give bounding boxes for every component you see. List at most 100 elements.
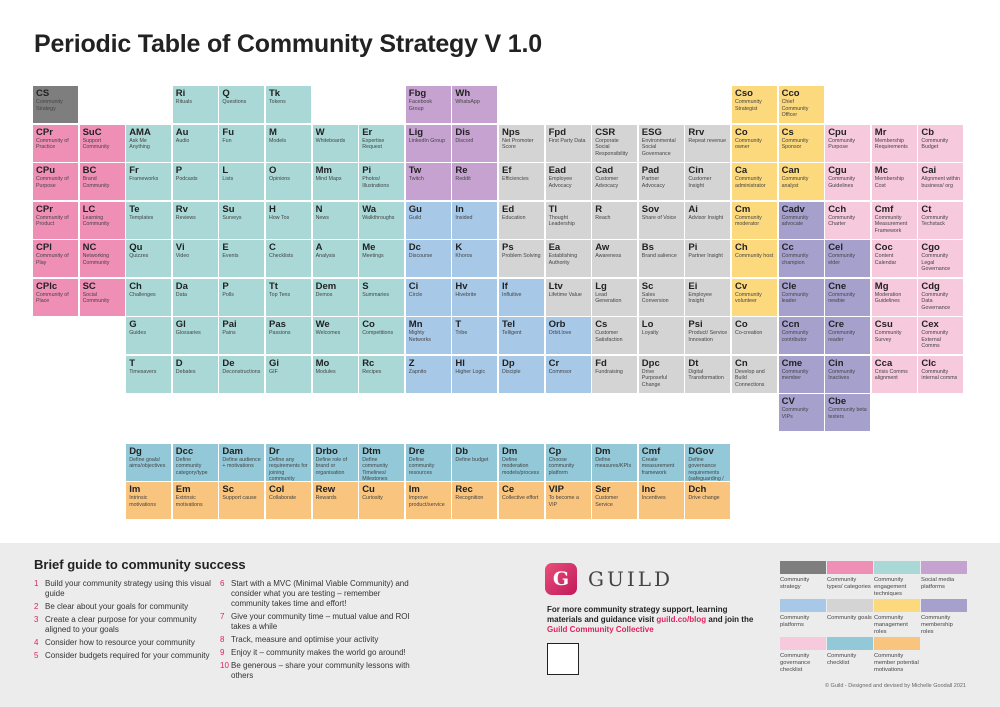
element-cell[interactable]: Me Meetings [359, 240, 406, 278]
element-cell[interactable]: Lo Loyalty [638, 317, 685, 355]
element-cell[interactable]: Dcc Define community category/type [172, 443, 219, 482]
element-cell[interactable]: Cgo Community Legal Governance [918, 240, 965, 278]
element-cell[interactable]: DGov Define governance requirements (safe… [685, 443, 732, 482]
element-cell[interactable]: LC Learning Community [79, 201, 126, 240]
element-cell[interactable]: L Lists [219, 163, 266, 201]
element-cell[interactable]: C Checklists [266, 240, 312, 278]
element-cell[interactable]: Col Collaborate [266, 482, 312, 520]
element-cell[interactable]: CPu Community of Purpose [33, 163, 79, 201]
element-cell[interactable]: Au Audio [172, 124, 219, 163]
element-cell[interactable]: E Events [219, 240, 266, 278]
element-cell[interactable]: Ltv Lifetime Value [545, 278, 592, 317]
element-cell[interactable]: Sc Support cause [219, 482, 266, 520]
element-cell[interactable]: Em Extrinsic motivations [172, 482, 219, 520]
element-cell[interactable]: Pi Partner Insight [685, 240, 732, 278]
element-cell[interactable]: Cs Community Sponsor [778, 124, 825, 163]
element-cell[interactable]: Sc Sales Conversion [638, 278, 685, 317]
element-cell[interactable]: Ce Collective effort [499, 482, 545, 520]
element-cell[interactable]: Tl Thought Leadership [545, 201, 592, 240]
element-cell[interactable]: Rew Rewards [312, 482, 359, 520]
element-cell[interactable]: Ct Community Techstack [918, 201, 965, 240]
element-cell[interactable]: Q Questions [219, 86, 266, 124]
element-cell[interactable]: Ccn Community contributor [778, 317, 825, 355]
element-cell[interactable]: Rv Reviews [172, 201, 219, 240]
element-cell[interactable]: Vi Video [172, 240, 219, 278]
element-cell[interactable]: Rc Recipes [359, 355, 406, 394]
element-cell[interactable]: Pas Passions [266, 317, 312, 355]
element-cell[interactable]: Cle Community leader [778, 278, 825, 317]
element-cell[interactable]: Cc Community champion [778, 240, 825, 278]
element-cell[interactable]: Cr Commsor [545, 355, 592, 394]
element-cell[interactable]: CIc Community internal comms [918, 355, 965, 394]
element-cell[interactable]: Cca Crisis Comms alignment [871, 355, 918, 394]
element-cell[interactable]: Ps Problem Solving [499, 240, 545, 278]
element-cell[interactable]: Mg Moderation Guidelines [871, 278, 918, 317]
element-cell[interactable]: Dm Define measures/KPIs [592, 443, 639, 482]
element-cell[interactable]: Cs Customer Satisfaction [592, 317, 639, 355]
element-cell[interactable]: We Welcomes [312, 317, 359, 355]
element-cell[interactable]: SuC Support Community [79, 124, 126, 163]
element-cell[interactable]: Cdg Community Data Governance [918, 278, 965, 317]
element-cell[interactable]: Ca Community administrator [732, 163, 778, 201]
element-cell[interactable]: H How Tos [266, 201, 312, 240]
element-cell[interactable]: Dg Define goals/ aims/objectives [126, 443, 173, 482]
element-cell[interactable]: Csu Community Survey [871, 317, 918, 355]
element-cell[interactable]: Nps Net Promoter Score [499, 124, 545, 163]
element-cell[interactable]: CS Community Strategy [33, 86, 79, 124]
element-cell[interactable]: Cai Alignment within business/ org [918, 163, 965, 201]
element-cell[interactable]: Fbg Facebook Group [405, 86, 452, 124]
element-cell[interactable]: Ai Advisor Insight [685, 201, 732, 240]
element-cell[interactable]: R Reach [592, 201, 639, 240]
element-cell[interactable]: De Deconstructions [219, 355, 266, 394]
element-cell[interactable]: Cad Customer Advocacy [592, 163, 639, 201]
element-cell[interactable]: Su Surveys [219, 201, 266, 240]
element-cell[interactable]: Im Improve product/service [405, 482, 452, 520]
element-cell[interactable]: Dm Define moderation models/process [499, 443, 545, 482]
element-cell[interactable]: W Whiteboards [312, 124, 359, 163]
element-cell[interactable]: Qu Quizzes [126, 240, 173, 278]
element-cell[interactable]: Cb Community Budget [918, 124, 965, 163]
element-cell[interactable]: Cn Develop and Build Connections [732, 355, 778, 394]
element-cell[interactable]: Ri Rituals [172, 86, 219, 124]
element-cell[interactable]: A Analysis [312, 240, 359, 278]
element-cell[interactable]: Dem Demos [312, 278, 359, 317]
element-cell[interactable]: Psi Product/ Service Innovation [685, 317, 732, 355]
element-cell[interactable]: Er Expertise Request [359, 124, 406, 163]
element-cell[interactable]: Orb Orbit.love [545, 317, 592, 355]
element-cell[interactable]: Pai Pains [219, 317, 266, 355]
element-cell[interactable]: Ead Employee Advocacy [545, 163, 592, 201]
element-cell[interactable]: Ch Challenges [126, 278, 173, 317]
element-cell[interactable]: Sov Share of Voice [638, 201, 685, 240]
element-cell[interactable]: Tt Top Tens [266, 278, 312, 317]
element-cell[interactable]: Cre Community reader [825, 317, 872, 355]
element-cell[interactable]: Dp Disciple [499, 355, 545, 394]
element-cell[interactable]: Fu Fun [219, 124, 266, 163]
element-cell[interactable]: K Khoros [452, 240, 499, 278]
element-cell[interactable]: Cso Community Strategist [732, 86, 778, 124]
element-cell[interactable]: T Tribe [452, 317, 499, 355]
element-cell[interactable]: CPr Community of Practice [33, 124, 79, 163]
element-cell[interactable]: Mo Modules [312, 355, 359, 394]
element-cell[interactable]: Inc Incentives [638, 482, 685, 520]
element-cell[interactable]: Gl Glossaries [172, 317, 219, 355]
element-cell[interactable]: Cv Community volunteer [732, 278, 778, 317]
qr-code-icon[interactable] [547, 643, 579, 675]
element-cell[interactable]: Bs Brand salience [638, 240, 685, 278]
element-cell[interactable]: Co Co-creation [732, 317, 778, 355]
element-cell[interactable]: Dpc Drive Purposeful Change [638, 355, 685, 394]
element-cell[interactable]: G Guides [126, 317, 173, 355]
element-cell[interactable]: Cch Community Charter [825, 201, 872, 240]
element-cell[interactable]: Cel Community elder [825, 240, 872, 278]
element-cell[interactable]: Cco Chief Community Officer [778, 86, 825, 124]
element-cell[interactable]: D Debates [172, 355, 219, 394]
element-cell[interactable]: Hl Higher Logic [452, 355, 499, 394]
element-cell[interactable]: CSR Corporate Social Responsibility [592, 124, 639, 163]
element-cell[interactable]: CPr Community of Product [33, 201, 79, 240]
element-cell[interactable]: Ed Education [499, 201, 545, 240]
element-cell[interactable]: Co Competitions [359, 317, 406, 355]
element-cell[interactable]: Hv Hivebrite [452, 278, 499, 317]
element-cell[interactable]: Db Define budget [452, 443, 499, 482]
element-cell[interactable]: S Summaries [359, 278, 406, 317]
element-cell[interactable]: If Influitive [499, 278, 545, 317]
element-cell[interactable]: Dis Discord [452, 124, 499, 163]
